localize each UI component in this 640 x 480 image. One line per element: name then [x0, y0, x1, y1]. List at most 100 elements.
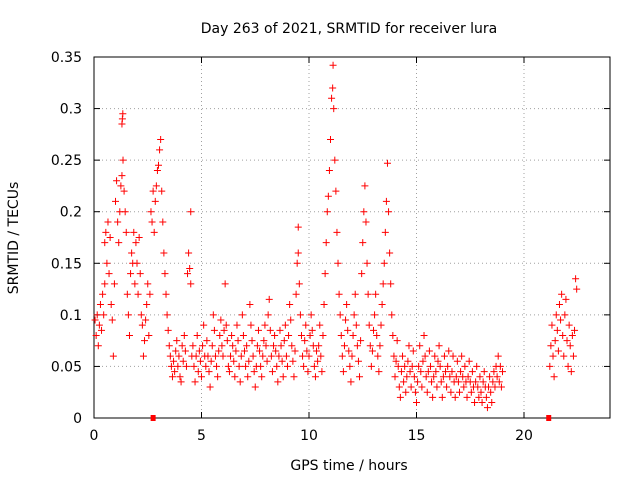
data-point	[275, 352, 283, 360]
data-point	[306, 331, 314, 339]
y-tick-label: 0.05	[51, 359, 82, 375]
data-point	[200, 321, 208, 329]
data-point	[381, 228, 389, 236]
data-point	[127, 270, 135, 278]
data-point	[91, 316, 99, 324]
data-point	[383, 159, 391, 167]
data-point	[313, 347, 321, 355]
data-point	[175, 352, 183, 360]
data-point	[324, 192, 332, 200]
data-point	[187, 208, 195, 216]
y-tick-label: 0	[73, 411, 82, 427]
data-point	[344, 326, 352, 334]
data-point	[115, 239, 123, 247]
plot-frame	[93, 56, 611, 419]
data-point	[342, 316, 350, 324]
data-point	[271, 331, 279, 339]
data-point	[99, 290, 107, 298]
data-point	[209, 311, 217, 319]
data-point	[296, 311, 304, 319]
x-axis-label: GPS time / hours	[290, 458, 407, 474]
data-point	[350, 311, 358, 319]
data-point	[124, 311, 132, 319]
data-point	[228, 331, 236, 339]
data-point	[454, 378, 462, 386]
data-point	[553, 326, 561, 334]
data-point	[370, 326, 377, 334]
data-point	[301, 337, 309, 345]
data-point	[235, 362, 243, 370]
data-point	[138, 321, 146, 329]
data-point	[125, 331, 133, 339]
data-point	[347, 378, 355, 386]
data-point	[185, 249, 193, 257]
data-point	[413, 399, 420, 407]
x-tick-label: 5	[197, 428, 206, 444]
data-point	[139, 352, 147, 360]
data-point	[245, 357, 253, 365]
data-point	[152, 182, 160, 190]
data-point	[329, 84, 337, 92]
data-point	[260, 337, 268, 345]
data-point	[198, 373, 205, 381]
data-point	[181, 347, 189, 355]
data-point	[547, 342, 555, 350]
data-point	[472, 378, 480, 386]
data-point	[106, 234, 114, 241]
data-point	[285, 331, 293, 339]
y-tick-label: 0.25	[51, 153, 82, 169]
data-point	[407, 383, 415, 391]
data-point	[172, 347, 180, 355]
data-point	[330, 105, 338, 113]
data-point	[572, 275, 580, 283]
baseline-markers	[150, 415, 552, 421]
data-point	[564, 362, 572, 370]
data-point	[295, 280, 303, 288]
data-point	[380, 259, 388, 267]
data-point	[477, 388, 485, 396]
data-point	[486, 373, 494, 381]
data-point	[105, 270, 113, 278]
data-point	[112, 197, 119, 205]
data-point	[548, 321, 556, 329]
x-tick-label: 10	[300, 428, 318, 444]
data-point	[120, 187, 128, 195]
data-point	[310, 362, 318, 370]
data-point	[231, 373, 239, 381]
data-point	[279, 373, 287, 381]
data-point	[336, 311, 344, 319]
data-point	[187, 280, 195, 288]
data-point	[485, 383, 493, 391]
data-point	[437, 378, 445, 386]
data-point	[171, 368, 179, 376]
data-point	[158, 187, 166, 195]
data-point	[190, 362, 198, 370]
data-point	[266, 326, 274, 334]
data-point	[267, 352, 275, 360]
data-point	[352, 321, 360, 329]
data-point	[184, 270, 192, 278]
data-point	[433, 383, 441, 391]
data-point	[439, 373, 447, 381]
data-point	[487, 388, 495, 396]
data-points	[91, 61, 581, 412]
data-point	[182, 362, 190, 370]
data-point	[262, 342, 270, 350]
data-point	[258, 373, 266, 381]
data-point	[571, 326, 579, 334]
data-point	[176, 373, 184, 381]
data-point	[274, 378, 282, 386]
data-point	[345, 347, 353, 355]
data-point	[393, 337, 401, 345]
data-point	[142, 316, 150, 324]
data-point	[430, 373, 438, 381]
data-point	[319, 331, 327, 339]
data-point	[314, 357, 322, 365]
data-point	[471, 399, 479, 407]
data-point	[251, 383, 259, 391]
data-point	[229, 342, 237, 350]
data-point	[248, 337, 256, 345]
labels: 0 5 10 15 20 0 0.05 0.1 0.15 0.2 0.25 0.3 0.35	[51, 50, 533, 444]
data-point	[467, 388, 475, 396]
data-point	[227, 352, 235, 360]
